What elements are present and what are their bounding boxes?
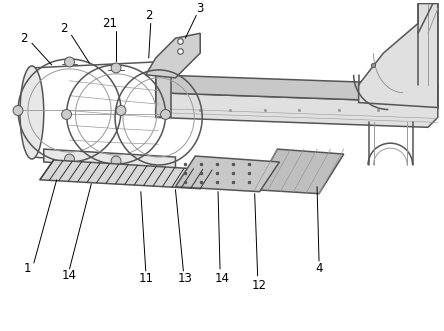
Polygon shape — [146, 33, 200, 78]
Polygon shape — [156, 75, 438, 103]
Ellipse shape — [111, 63, 121, 73]
Ellipse shape — [64, 154, 75, 164]
Text: 14: 14 — [62, 269, 77, 282]
Text: 21: 21 — [102, 17, 117, 30]
Ellipse shape — [116, 106, 126, 116]
Polygon shape — [359, 4, 438, 108]
Text: 11: 11 — [138, 272, 153, 285]
Text: 3: 3 — [197, 2, 204, 15]
Text: 13: 13 — [178, 272, 193, 285]
Text: 12: 12 — [252, 279, 267, 292]
Text: 2: 2 — [145, 9, 152, 22]
Polygon shape — [40, 160, 212, 189]
Text: 4: 4 — [315, 262, 323, 275]
Ellipse shape — [111, 156, 121, 166]
Polygon shape — [156, 75, 170, 118]
Ellipse shape — [20, 66, 44, 159]
Ellipse shape — [13, 106, 23, 116]
Text: 1: 1 — [23, 262, 31, 275]
Ellipse shape — [62, 110, 71, 119]
Ellipse shape — [161, 110, 170, 119]
Polygon shape — [44, 149, 175, 170]
Text: 14: 14 — [214, 272, 230, 285]
Polygon shape — [156, 93, 438, 127]
Text: 2: 2 — [60, 22, 67, 35]
Text: 2: 2 — [20, 32, 28, 45]
Polygon shape — [255, 149, 344, 194]
Ellipse shape — [64, 57, 75, 67]
Polygon shape — [175, 156, 279, 192]
